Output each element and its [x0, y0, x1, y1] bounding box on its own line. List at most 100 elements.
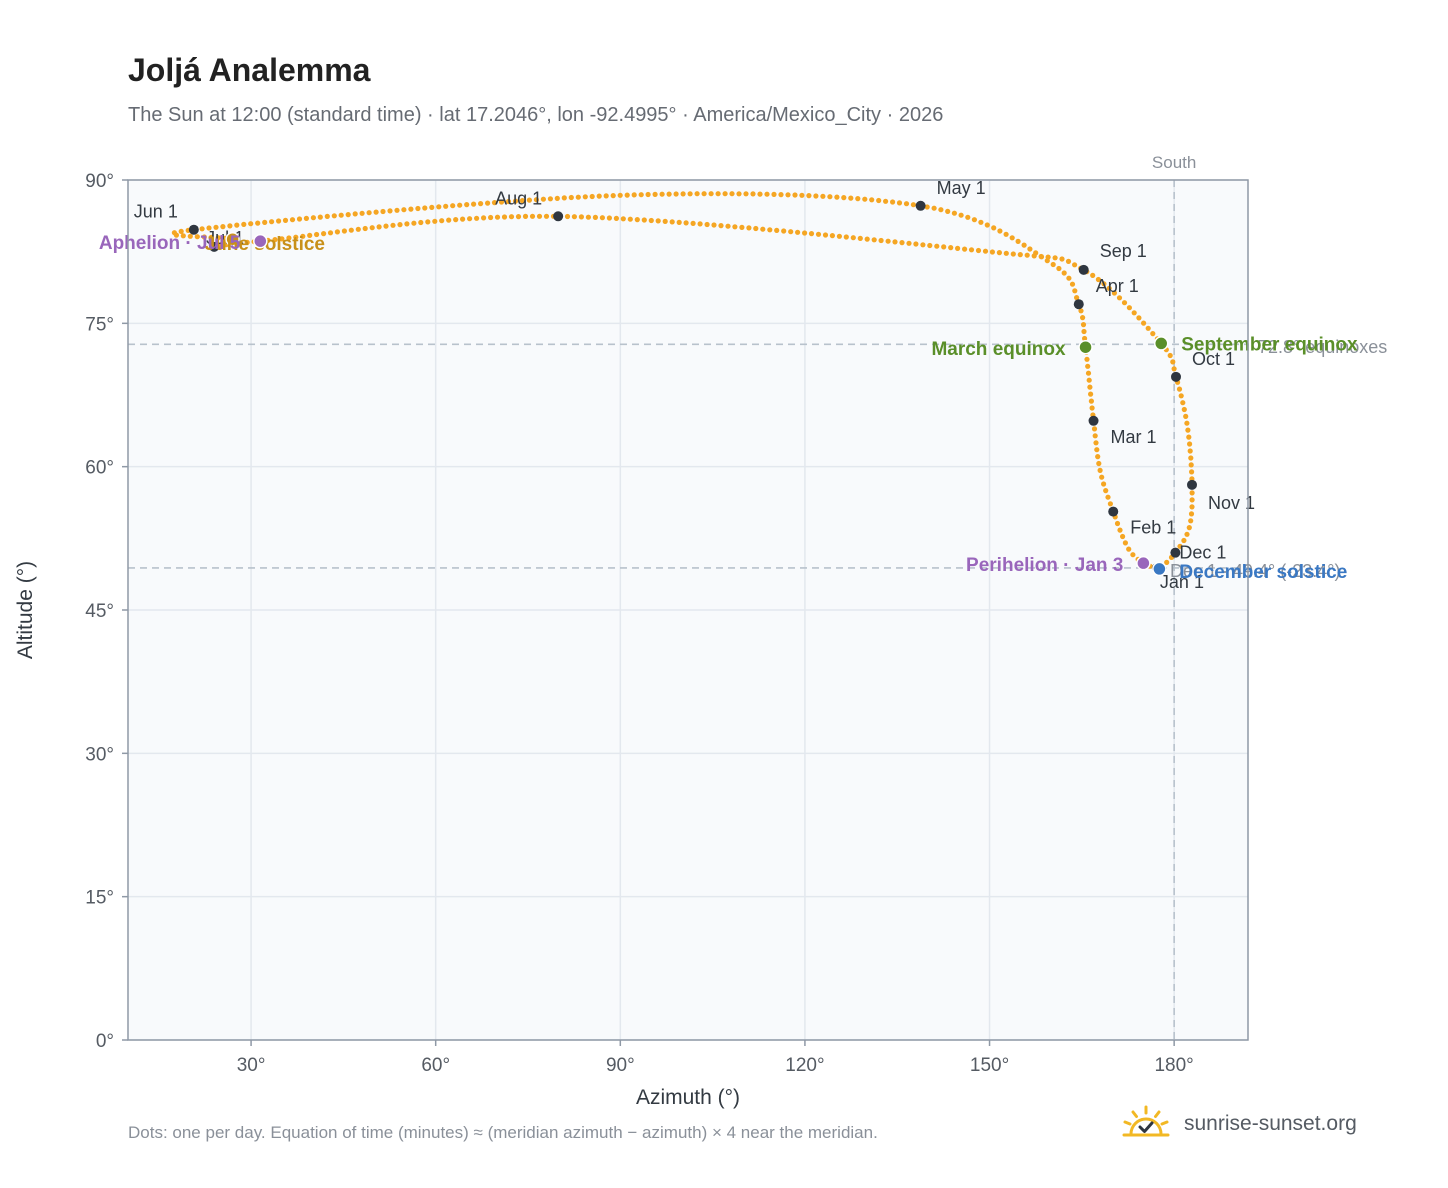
daily-dot: [1188, 518, 1194, 524]
month-marker: [1187, 479, 1197, 490]
daily-dot: [841, 195, 847, 201]
daily-dot: [743, 191, 749, 197]
y-tick-label: 0°: [96, 1031, 114, 1052]
event-label: March equinox: [931, 339, 1066, 360]
daily-dot: [1038, 253, 1044, 260]
daily-dot: [1003, 231, 1009, 237]
daily-dot: [792, 192, 798, 198]
daily-dot: [862, 196, 868, 202]
daily-dot: [178, 228, 184, 234]
daily-dot: [704, 221, 710, 228]
daily-dot: [366, 210, 372, 216]
event-label: Aphelion · Jul 5: [99, 233, 241, 254]
daily-dot: [1189, 504, 1195, 510]
daily-dot: [641, 217, 647, 223]
daily-dot: [505, 198, 512, 205]
daily-dot: [617, 192, 623, 198]
daily-dot: [690, 220, 696, 226]
daily-dot: [799, 192, 805, 198]
daily-dot: [1177, 543, 1183, 549]
daily-dot: [512, 198, 519, 204]
daily-dot: [885, 238, 891, 244]
month-label: Mar 1: [1111, 427, 1157, 447]
daily-dot: [750, 191, 756, 197]
daily-dot: [1187, 448, 1193, 454]
daily-dot: [244, 239, 250, 245]
month-marker: [1170, 547, 1181, 558]
daily-dot: [1120, 533, 1126, 540]
daily-dot: [1092, 433, 1098, 439]
month-label: Oct 1: [1192, 349, 1235, 369]
daily-dot: [920, 242, 926, 248]
daily-dot: [683, 220, 689, 226]
daily-dot: [585, 214, 592, 220]
daily-dot: [331, 213, 337, 219]
daily-dot: [968, 247, 975, 253]
daily-dot: [669, 219, 675, 225]
daily-dot: [1106, 285, 1112, 291]
daily-dot: [1126, 305, 1132, 311]
daily-dot: [1183, 413, 1189, 419]
daily-dot: [971, 217, 978, 223]
daily-dot: [554, 195, 560, 201]
daily-dot: [1131, 310, 1137, 316]
daily-dot: [982, 248, 989, 254]
daily-dot: [1164, 559, 1170, 566]
daily-dot: [501, 214, 508, 220]
daily-dot: [1141, 320, 1147, 326]
daily-dot: [439, 218, 445, 224]
month-label: May 1: [937, 178, 986, 198]
daily-dot: [634, 217, 640, 223]
daily-dot: [1069, 281, 1076, 287]
daily-dot: [1107, 501, 1113, 507]
daily-dot: [362, 225, 368, 232]
month-marker: [915, 200, 926, 211]
daily-dot: [962, 246, 968, 252]
daily-dot: [645, 191, 651, 198]
daily-dot: [996, 250, 1003, 256]
daily-dot: [446, 217, 452, 223]
daily-dot: [606, 215, 613, 221]
daily-dot: [564, 213, 571, 220]
daily-dot: [1080, 322, 1087, 328]
daily-dot: [869, 197, 875, 203]
daily-dot: [380, 208, 386, 215]
daily-dot: [1189, 469, 1195, 475]
x-tick-label: 90°: [606, 1055, 635, 1076]
daily-dot: [795, 229, 801, 235]
daily-dot: [984, 222, 990, 228]
daily-dot: [958, 212, 964, 218]
daily-dot: [1101, 481, 1107, 487]
y-tick-label: 45°: [85, 601, 114, 622]
daily-dot: [485, 200, 491, 206]
daily-dot: [568, 194, 574, 201]
daily-dot: [627, 216, 633, 222]
daily-dot: [1171, 366, 1177, 372]
brand-name[interactable]: sunrise-sunset.org: [1184, 1112, 1357, 1135]
daily-dot: [1189, 490, 1195, 496]
month-label: Jan 1: [1160, 572, 1204, 592]
month-marker: [1073, 299, 1084, 310]
daily-dot: [1186, 525, 1192, 531]
daily-dot: [1056, 265, 1062, 272]
daily-dot: [383, 223, 389, 229]
daily-dot: [269, 219, 275, 225]
brand[interactable]: sunrise-sunset.org: [1118, 1102, 1357, 1146]
event-marker: [1136, 555, 1151, 571]
daily-dot: [1050, 261, 1056, 268]
daily-dot: [722, 191, 728, 197]
y-tick-label: 90°: [85, 171, 114, 192]
daily-dot: [522, 213, 529, 219]
daily-dot: [878, 237, 884, 244]
daily-dot: [293, 234, 299, 240]
daily-dot: [429, 204, 435, 210]
daily-dot: [788, 229, 794, 235]
daily-dot: [533, 197, 540, 203]
month-label: Aug 1: [495, 188, 542, 208]
daily-dot: [1017, 252, 1023, 258]
daily-dot: [624, 192, 630, 198]
daily-dot: [1065, 258, 1072, 264]
daily-dot: [753, 225, 759, 232]
month-label: Feb 1: [1130, 518, 1176, 538]
